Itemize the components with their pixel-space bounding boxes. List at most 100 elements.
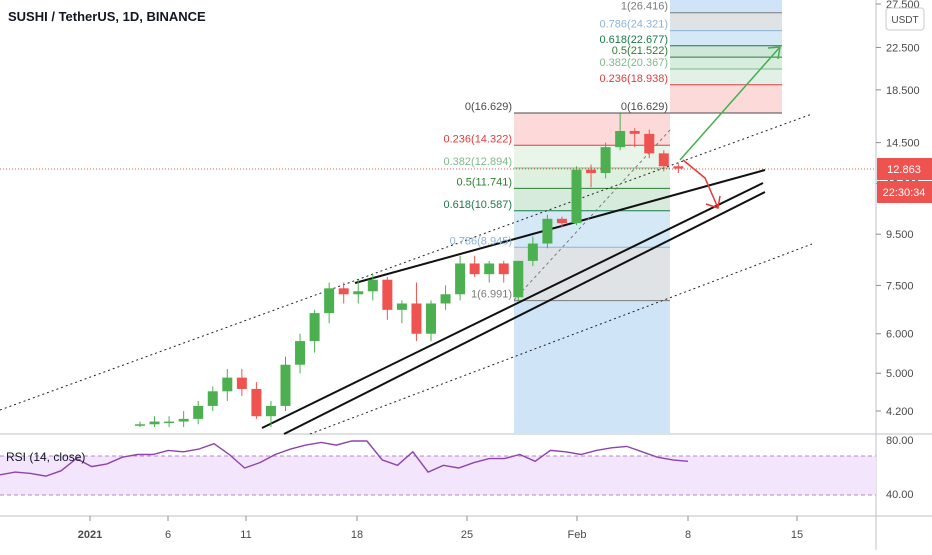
time-tick-label: 25 <box>461 529 473 541</box>
time-tick-label: 2021 <box>78 529 102 541</box>
rsi-label: RSI (14, close) <box>6 450 85 464</box>
time-tick-label: 15 <box>791 529 803 541</box>
price-axis[interactable]: 27.50022.50018.50014.50012.0009.5007.500… <box>876 0 920 418</box>
arrow-up-shaft <box>679 46 781 161</box>
candle-body <box>498 263 509 275</box>
time-tick-label: 11 <box>240 529 251 541</box>
arrow-down-path <box>682 159 719 209</box>
fib-extension-label: 0.786(24.321) <box>600 19 669 31</box>
fib-extension-bands[interactable] <box>670 0 782 114</box>
fib-retracement-label: 0.236(14.322) <box>444 133 513 145</box>
candle-body <box>164 421 175 424</box>
forecast-arrows[interactable] <box>679 46 781 209</box>
fib-band <box>670 30 782 46</box>
candle-body <box>135 424 145 426</box>
candle-body <box>542 218 553 244</box>
price-tick-label: 6.000 <box>886 329 914 341</box>
candle-body <box>586 169 597 174</box>
countdown-value: 22:30:34 <box>883 187 926 199</box>
fib-trend-dashed <box>513 129 671 301</box>
candle-body <box>236 377 247 389</box>
time-tick-label: Feb <box>568 529 587 541</box>
candle-body <box>207 391 218 406</box>
currency-badge[interactable] <box>885 7 925 31</box>
candle-body <box>484 263 495 275</box>
price-tick-label: 18.500 <box>886 85 920 97</box>
fib-band <box>514 112 670 146</box>
candle-body <box>309 313 320 342</box>
price-tick-label: 4.200 <box>886 406 914 418</box>
rsi-tick-40: 40.00 <box>886 489 914 501</box>
rsi-line <box>0 440 689 477</box>
candles <box>135 113 684 428</box>
fib-band <box>514 210 670 248</box>
candle-body <box>644 133 655 154</box>
countdown-badge <box>877 181 932 203</box>
fib-band <box>514 145 670 169</box>
candle-body <box>324 288 335 314</box>
candle-body <box>426 303 436 334</box>
candle-body <box>295 341 306 365</box>
arrow-up-head <box>767 46 781 60</box>
candle-body <box>556 218 567 224</box>
fib-band <box>670 45 782 58</box>
fib-retracement-label: 0.786(8.945) <box>450 235 512 247</box>
fib-retracement-label: 0(16.629) <box>465 101 512 113</box>
trend-drawings[interactable] <box>0 113 813 435</box>
candle-body <box>673 166 684 169</box>
candle-body <box>455 263 466 295</box>
wedge-lower-line-2 <box>283 191 766 435</box>
candle-body <box>615 130 626 148</box>
fib-retracement-label: 0.382(12.894) <box>444 156 513 168</box>
fib-extension-label: 0.5(21.522) <box>612 45 668 57</box>
price-tick-label: 5.000 <box>886 368 914 380</box>
candle-body <box>658 153 669 167</box>
candle-body <box>280 364 291 406</box>
candle-body <box>251 388 262 417</box>
candle-body <box>469 263 480 275</box>
candle-body <box>513 260 524 298</box>
rsi-band <box>0 456 876 495</box>
fib-labels: 0(16.629) 0.236(14.322) 0.382(12.894) 0.5(1… <box>444 1 669 301</box>
price-tick-label: 22.500 <box>886 42 920 54</box>
candle-body <box>367 279 378 292</box>
fib-band <box>670 57 782 70</box>
fib-extension-label: 0.236(18.938) <box>600 73 669 85</box>
fib-retracement-bands[interactable] <box>514 112 670 434</box>
candle-body <box>600 147 611 174</box>
candle-body <box>149 421 160 425</box>
candle-body <box>411 303 422 334</box>
time-axis[interactable]: 2021 6 11 18 25 Feb 8 15 <box>78 516 803 541</box>
last-price-value: 12.863 <box>887 164 921 176</box>
candle-body <box>396 303 407 310</box>
candle-body <box>629 130 640 134</box>
fib-extension-base-label: 0(16.629) <box>621 101 668 113</box>
fib-extension-label: 0.618(22.677) <box>600 34 669 46</box>
price-tick-label: 7.500 <box>886 280 914 292</box>
fib-band <box>514 168 670 189</box>
candle-body <box>440 294 451 304</box>
time-tick-label: 18 <box>351 529 363 541</box>
fib-band <box>514 188 670 211</box>
fib-retracement-label: 1(6.991) <box>471 289 512 301</box>
candle-body <box>571 169 582 224</box>
wedge-upper-line <box>354 169 766 284</box>
fib-retracement-label: 0.5(11.741) <box>457 176 512 188</box>
candle-body <box>193 405 204 419</box>
candle-body <box>338 288 349 295</box>
candle-body <box>382 279 393 310</box>
currency-label: USDT <box>891 15 918 26</box>
candle-body <box>265 405 276 417</box>
last-price-badge <box>877 158 932 180</box>
candle-body <box>178 418 189 422</box>
time-tick-label: 8 <box>685 529 691 541</box>
fib-extension-label: 1(26.416) <box>621 1 668 13</box>
channel-upper-dotted <box>0 113 813 411</box>
fib-retracement-label: 0.618(10.587) <box>444 199 513 211</box>
fib-band <box>670 69 782 85</box>
symbol-title[interactable]: SUSHI / TetherUS, 1D, BINANCE <box>8 9 206 24</box>
time-tick-label: 6 <box>165 529 171 541</box>
fib-band <box>670 12 782 31</box>
